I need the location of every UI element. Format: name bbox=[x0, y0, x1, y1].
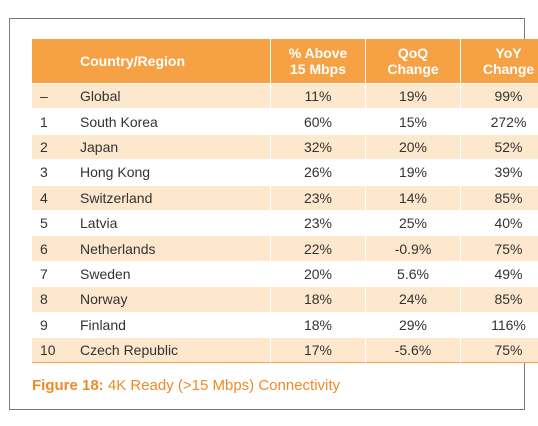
rank-cell: 1 bbox=[40, 113, 48, 130]
rank-cell: – bbox=[40, 88, 48, 105]
header-yoy-line2: Change bbox=[482, 61, 535, 77]
above-15mbps-cell: 20% bbox=[271, 260, 366, 287]
country-cell: Netherlands bbox=[80, 240, 156, 257]
table-row: 10 Czech Republic 17% -5.6% 75% bbox=[32, 336, 538, 364]
table-row: 3 Hong Kong 26% 19% 39% bbox=[32, 159, 538, 185]
qoq-change-cell: 5.6% bbox=[366, 260, 461, 287]
yoy-change-cell: 116% bbox=[461, 311, 538, 337]
table-row: 4 Switzerland 23% 14% 85% bbox=[32, 184, 538, 210]
table-row: 9 Finland 18% 29% 116% bbox=[32, 311, 538, 337]
rank-country-cell: 6 Netherlands bbox=[32, 235, 271, 261]
qoq-change-cell: -0.9% bbox=[366, 235, 461, 261]
table-row: 1 South Korea 60% 15% 272% bbox=[32, 108, 538, 134]
country-cell: Finland bbox=[80, 316, 126, 333]
header-country-label: Country/Region bbox=[80, 53, 185, 69]
header-above-line2: 15 Mbps bbox=[289, 61, 346, 77]
yoy-change-cell: 99% bbox=[461, 83, 538, 109]
header-qoq-change: QoQ Change bbox=[366, 39, 461, 83]
header-yoy-line1: YoY bbox=[495, 45, 522, 61]
yoy-change-cell: 75% bbox=[461, 336, 538, 364]
country-cell: Switzerland bbox=[80, 189, 153, 206]
above-15mbps-cell: 18% bbox=[271, 286, 366, 312]
yoy-change-cell: 85% bbox=[461, 184, 538, 210]
table-row: 2 Japan 32% 20% 52% bbox=[32, 133, 538, 160]
above-15mbps-cell: 23% bbox=[271, 184, 366, 210]
rank-cell: 8 bbox=[40, 291, 48, 308]
rank-country-cell: 4 Switzerland bbox=[32, 184, 271, 210]
header-above-15mbps: % Above 15 Mbps bbox=[271, 39, 366, 83]
qoq-change-cell: 25% bbox=[366, 209, 461, 236]
figure-caption: Figure 18: 4K Ready (>15 Mbps) Connectiv… bbox=[32, 377, 340, 394]
table-row: 8 Norway 18% 24% 85% bbox=[32, 286, 538, 312]
rank-country-cell: 5 Latvia bbox=[32, 209, 271, 236]
rank-cell: 3 bbox=[40, 164, 48, 181]
rank-country-cell: 8 Norway bbox=[32, 286, 271, 312]
rank-country-cell: 3 Hong Kong bbox=[32, 159, 271, 185]
yoy-change-cell: 272% bbox=[461, 108, 538, 134]
rank-country-cell: 10 Czech Republic bbox=[32, 336, 271, 364]
header-above-line1: % Above bbox=[288, 45, 348, 61]
country-cell: Norway bbox=[80, 291, 128, 308]
qoq-change-cell: 29% bbox=[366, 311, 461, 337]
rank-cell: 7 bbox=[40, 265, 48, 282]
header-yoy-change: YoY Change bbox=[461, 39, 538, 83]
rank-country-cell: – Global bbox=[32, 83, 271, 109]
country-cell: Sweden bbox=[80, 265, 131, 282]
rank-cell: 5 bbox=[40, 215, 48, 232]
rank-cell: 9 bbox=[40, 316, 48, 333]
header-qoq-line1: QoQ bbox=[397, 45, 429, 61]
country-cell: Latvia bbox=[80, 215, 118, 232]
rank-country-cell: 1 South Korea bbox=[32, 108, 271, 134]
header-qoq-line2: Change bbox=[387, 61, 439, 77]
table-row: – Global 11% 19% 99% bbox=[32, 83, 538, 109]
rank-cell: 6 bbox=[40, 240, 48, 257]
above-15mbps-cell: 32% bbox=[271, 133, 366, 160]
above-15mbps-cell: 22% bbox=[271, 235, 366, 261]
yoy-change-cell: 40% bbox=[461, 209, 538, 236]
table-header-row: Country/Region % Above 15 Mbps QoQ Chang… bbox=[32, 39, 538, 83]
qoq-change-cell: 15% bbox=[366, 108, 461, 134]
figure-caption-text: 4K Ready (>15 Mbps) Connectivity bbox=[103, 377, 341, 394]
above-15mbps-cell: 11% bbox=[271, 83, 366, 109]
yoy-change-cell: 85% bbox=[461, 286, 538, 312]
country-cell: Czech Republic bbox=[80, 342, 179, 359]
above-15mbps-cell: 60% bbox=[271, 108, 366, 134]
above-15mbps-cell: 18% bbox=[271, 311, 366, 337]
qoq-change-cell: -5.6% bbox=[366, 336, 461, 364]
qoq-change-cell: 19% bbox=[366, 83, 461, 109]
country-cell: Japan bbox=[80, 138, 119, 155]
figure-frame: Country/Region % Above 15 Mbps QoQ Chang… bbox=[9, 18, 538, 410]
qoq-change-cell: 19% bbox=[366, 159, 461, 185]
country-cell: South Korea bbox=[80, 113, 158, 130]
country-cell: Global bbox=[80, 88, 121, 105]
table-row: 7 Sweden 20% 5.6% 49% bbox=[32, 260, 538, 287]
header-country-region: Country/Region bbox=[32, 39, 271, 83]
rank-country-cell: 2 Japan bbox=[32, 133, 271, 160]
yoy-change-cell: 49% bbox=[461, 260, 538, 287]
yoy-change-cell: 75% bbox=[461, 235, 538, 261]
above-15mbps-cell: 17% bbox=[271, 336, 366, 364]
yoy-change-cell: 52% bbox=[461, 133, 538, 160]
connectivity-table: Country/Region % Above 15 Mbps QoQ Chang… bbox=[32, 39, 538, 364]
qoq-change-cell: 14% bbox=[366, 184, 461, 210]
rank-country-cell: 7 Sweden bbox=[32, 260, 271, 287]
figure-caption-label: Figure 18: bbox=[32, 377, 104, 394]
table-row: 5 Latvia 23% 25% 40% bbox=[32, 209, 538, 236]
rank-cell: 10 bbox=[40, 342, 56, 359]
yoy-change-cell: 39% bbox=[461, 159, 538, 185]
qoq-change-cell: 20% bbox=[366, 133, 461, 160]
rank-cell: 4 bbox=[40, 189, 48, 206]
above-15mbps-cell: 23% bbox=[271, 209, 366, 236]
country-cell: Hong Kong bbox=[80, 164, 151, 181]
above-15mbps-cell: 26% bbox=[271, 159, 366, 185]
rank-cell: 2 bbox=[40, 138, 48, 155]
table-row: 6 Netherlands 22% -0.9% 75% bbox=[32, 235, 538, 261]
qoq-change-cell: 24% bbox=[366, 286, 461, 312]
rank-country-cell: 9 Finland bbox=[32, 311, 271, 337]
